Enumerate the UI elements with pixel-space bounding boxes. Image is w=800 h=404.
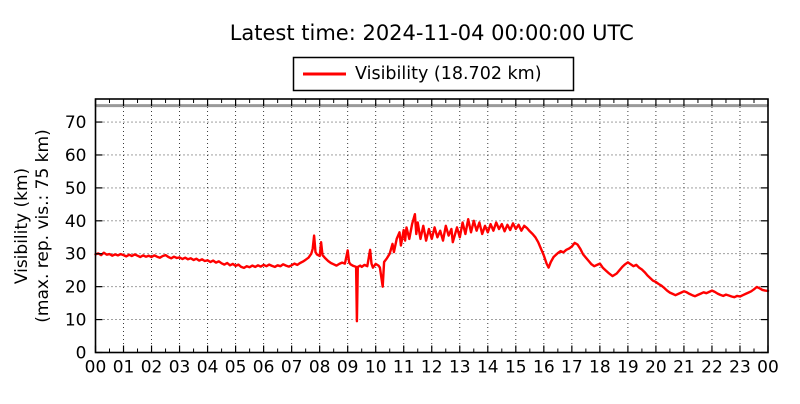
x-tick-label: 03 (169, 358, 191, 378)
x-tick-label: 07 (281, 358, 303, 378)
x-tick-label: 05 (225, 358, 247, 378)
y-tick-label: 60 (65, 146, 87, 166)
y-tick-label: 50 (65, 179, 87, 199)
visibility-line-series (94, 212, 770, 323)
y-tick-label: 30 (65, 245, 87, 265)
y-tick-label: 20 (65, 278, 87, 298)
x-tick-label: 13 (449, 358, 471, 378)
x-tick-label: 09 (337, 358, 359, 378)
axis-ticks (94, 99, 769, 354)
gridlines (95, 99, 768, 353)
y-tick-label: 0 (76, 344, 87, 364)
x-tick-label: 11 (393, 358, 415, 378)
x-tick-label: 20 (645, 358, 667, 378)
y-tick-label: 40 (65, 212, 87, 232)
x-tick-label: 02 (141, 358, 163, 378)
x-tick-label: 23 (729, 358, 751, 378)
x-tick-label: 10 (365, 358, 387, 378)
x-tick-label: 00 (757, 358, 779, 378)
legend: Visibility (18.702 km) (292, 56, 575, 92)
x-tick-label: 14 (477, 358, 499, 378)
x-tick-label: 04 (197, 358, 219, 378)
x-tick-label: 22 (701, 358, 723, 378)
x-tick-label: 21 (673, 358, 695, 378)
visibility-polyline (94, 212, 770, 323)
x-tick-label: 16 (533, 358, 555, 378)
x-tick-label: 00 (85, 358, 107, 378)
y-axis-label-line2: (max. rep. vis.: 75 km) (33, 129, 53, 322)
legend-label: Visibility (18.702 km) (355, 64, 542, 84)
y-tick-label: 10 (65, 311, 87, 331)
x-tick-label: 18 (589, 358, 611, 378)
x-tick-label: 19 (617, 358, 639, 378)
axis-tick-labels: 00 01 02 03 04 05 06 07 08 09 10 11 12 13 14 15 16 17 18 19… (65, 113, 779, 377)
chart-title: Latest time: 2024-11-04 00:00:00 UTC (230, 21, 634, 45)
x-tick-label: 01 (113, 358, 135, 378)
x-tick-label: 12 (421, 358, 443, 378)
y-axis-label-line1: Visibility (km) (12, 168, 32, 284)
x-tick-label: 06 (253, 358, 275, 378)
x-tick-label: 08 (309, 358, 331, 378)
y-axis-label: Visibility (km) (max. rep. vis.: 75 km) (12, 129, 53, 322)
x-tick-label: 15 (505, 358, 527, 378)
y-tick-label: 70 (65, 113, 87, 133)
plot-border (94, 98, 769, 354)
x-tick-label: 17 (561, 358, 583, 378)
